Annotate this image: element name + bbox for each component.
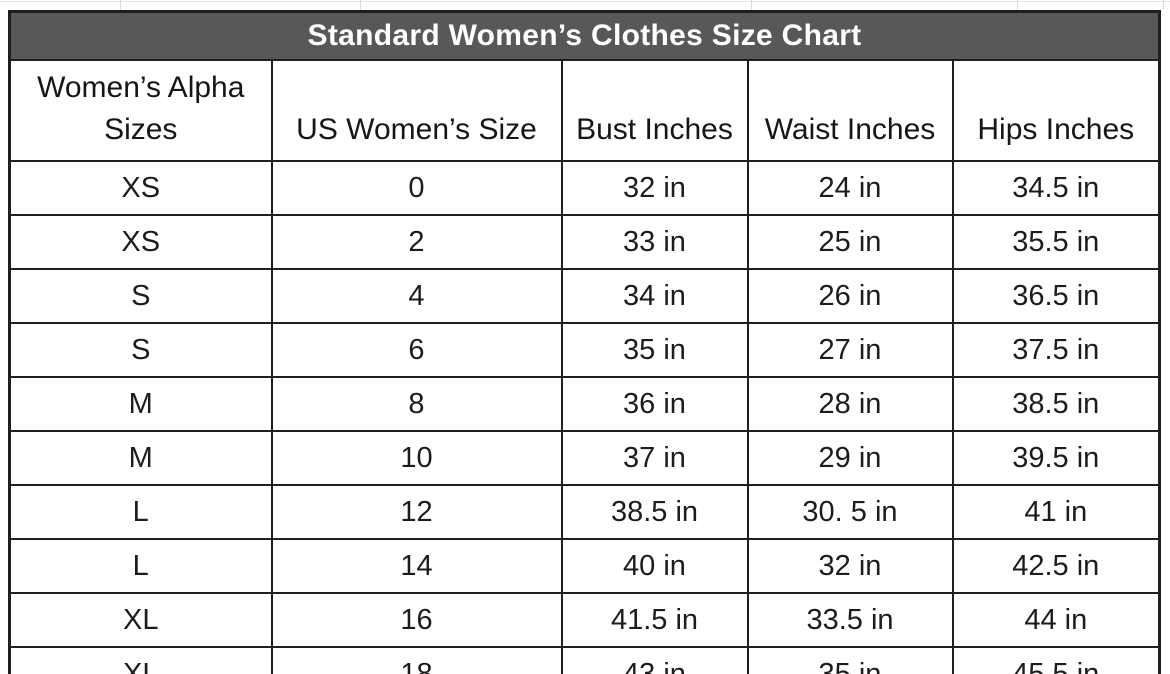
cell-hips: 44 in bbox=[951, 592, 1161, 648]
cell-hips: 37.5 in bbox=[951, 322, 1161, 378]
cell-alpha-size: S bbox=[8, 322, 273, 378]
cell-hips: 35.5 in bbox=[951, 214, 1161, 270]
cell-alpha-size: M bbox=[8, 376, 273, 432]
cell-bust: 34 in bbox=[560, 268, 749, 324]
table-title: Standard Women’s Clothes Size Chart bbox=[8, 10, 1161, 61]
cell-hips: 42.5 in bbox=[951, 538, 1161, 594]
table-row: XS 0 32 in 24 in 34.5 in bbox=[8, 160, 1161, 216]
cell-waist: 29 in bbox=[746, 430, 954, 486]
cell-bust: 36 in bbox=[560, 376, 749, 432]
cell-waist: 32 in bbox=[746, 538, 954, 594]
faint-gridline-horizontal bbox=[0, 1, 1170, 2]
cell-waist: 30. 5 in bbox=[746, 484, 954, 540]
cell-hips: 34.5 in bbox=[951, 160, 1161, 216]
header-row: Women’s Alpha Sizes US Women’s Size Bust… bbox=[8, 59, 1161, 162]
cell-hips: 39.5 in bbox=[951, 430, 1161, 486]
cell-us-size: 18 bbox=[270, 646, 563, 674]
table-row: L 14 40 in 32 in 42.5 in bbox=[8, 538, 1161, 594]
table-row: L 12 38.5 in 30. 5 in 41 in bbox=[8, 484, 1161, 540]
cell-waist: 27 in bbox=[746, 322, 954, 378]
cell-bust: 40 in bbox=[560, 538, 749, 594]
cell-bust: 37 in bbox=[560, 430, 749, 486]
cell-us-size: 10 bbox=[270, 430, 563, 486]
cell-waist: 35 in bbox=[746, 646, 954, 674]
cell-hips: 45.5 in bbox=[951, 646, 1161, 674]
cell-bust: 35 in bbox=[560, 322, 749, 378]
table-row: M 10 37 in 29 in 39.5 in bbox=[8, 430, 1161, 486]
cell-waist: 33.5 in bbox=[746, 592, 954, 648]
cell-us-size: 0 bbox=[270, 160, 563, 216]
cell-bust: 41.5 in bbox=[560, 592, 749, 648]
cell-alpha-size: M bbox=[8, 430, 273, 486]
cell-us-size: 4 bbox=[270, 268, 563, 324]
title-row: Standard Women’s Clothes Size Chart bbox=[8, 10, 1161, 61]
cell-alpha-size: XL bbox=[8, 592, 273, 648]
cell-alpha-size: XS bbox=[8, 160, 273, 216]
column-header-alpha-sizes: Women’s Alpha Sizes bbox=[8, 59, 273, 162]
column-header-hips: Hips Inches bbox=[951, 59, 1161, 162]
cell-us-size: 6 bbox=[270, 322, 563, 378]
cell-alpha-size: XL bbox=[8, 646, 273, 674]
cell-us-size: 8 bbox=[270, 376, 563, 432]
cell-us-size: 12 bbox=[270, 484, 563, 540]
cell-us-size: 2 bbox=[270, 214, 563, 270]
cell-alpha-size: L bbox=[8, 484, 273, 540]
cell-bust: 38.5 in bbox=[560, 484, 749, 540]
table-row: XL 16 41.5 in 33.5 in 44 in bbox=[8, 592, 1161, 648]
table-row: S 4 34 in 26 in 36.5 in bbox=[8, 268, 1161, 324]
faint-gridline-tick bbox=[360, 0, 361, 10]
cell-waist: 25 in bbox=[746, 214, 954, 270]
cell-alpha-size: XS bbox=[8, 214, 273, 270]
table-row: S 6 35 in 27 in 37.5 in bbox=[8, 322, 1161, 378]
faint-gridline-tick bbox=[751, 0, 752, 10]
column-header-us-size: US Women’s Size bbox=[270, 59, 563, 162]
cell-us-size: 14 bbox=[270, 538, 563, 594]
table-row: M 8 36 in 28 in 38.5 in bbox=[8, 376, 1161, 432]
cell-bust: 32 in bbox=[560, 160, 749, 216]
table-row: XS 2 33 in 25 in 35.5 in bbox=[8, 214, 1161, 270]
size-chart-table: Standard Women’s Clothes Size Chart Wome… bbox=[8, 10, 1162, 674]
cell-alpha-size: S bbox=[8, 268, 273, 324]
cell-bust: 33 in bbox=[560, 214, 749, 270]
column-header-bust: Bust Inches bbox=[560, 59, 749, 162]
table-row: XL 18 43 in 35 in 45.5 in bbox=[8, 646, 1161, 674]
cell-bust: 43 in bbox=[560, 646, 749, 674]
column-header-waist: Waist Inches bbox=[746, 59, 954, 162]
cell-waist: 24 in bbox=[746, 160, 954, 216]
cell-alpha-size: L bbox=[8, 538, 273, 594]
cell-waist: 28 in bbox=[746, 376, 954, 432]
faint-gridline-tick bbox=[1163, 0, 1164, 10]
cell-hips: 36.5 in bbox=[951, 268, 1161, 324]
cell-hips: 41 in bbox=[951, 484, 1161, 540]
faint-gridline-tick bbox=[120, 0, 121, 10]
cell-waist: 26 in bbox=[746, 268, 954, 324]
cell-hips: 38.5 in bbox=[951, 376, 1161, 432]
faint-gridline-tick bbox=[1017, 0, 1018, 10]
cell-us-size: 16 bbox=[270, 592, 563, 648]
